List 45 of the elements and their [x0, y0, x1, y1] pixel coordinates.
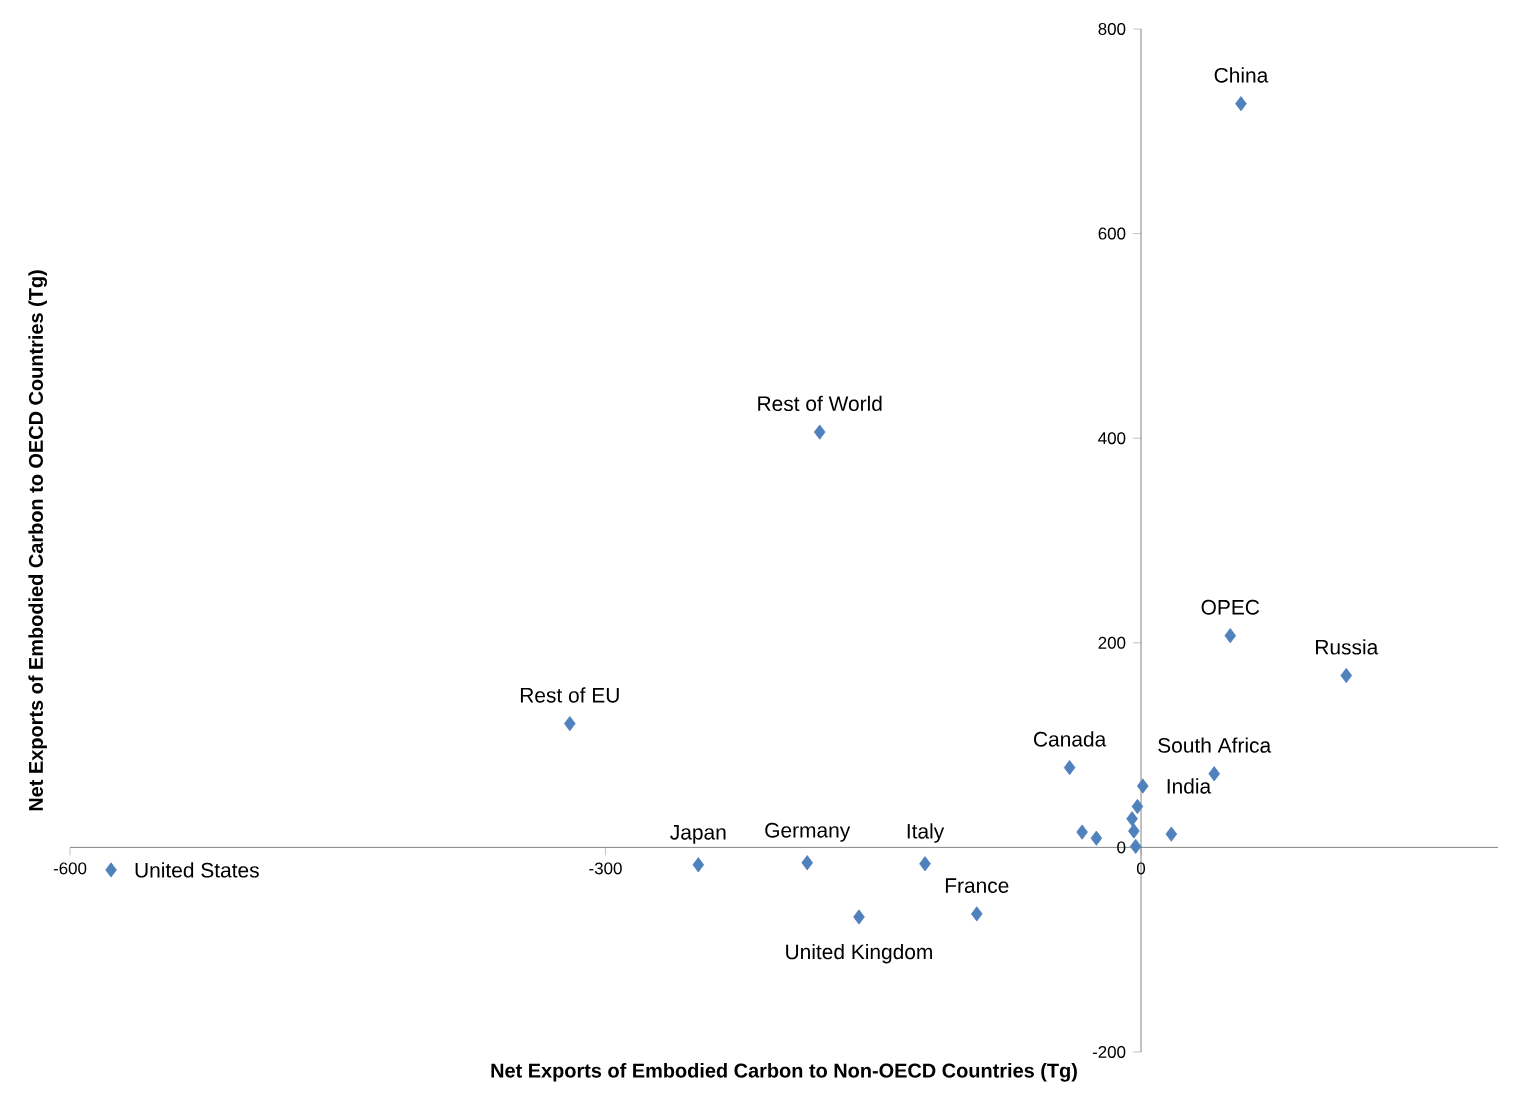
point — [564, 716, 576, 732]
annotation: France — [945, 878, 1009, 893]
point — [801, 855, 813, 871]
y-tick-label: 600 — [1098, 227, 1126, 240]
annotation: United Kingdom — [786, 943, 932, 964]
annotation: Japan — [670, 825, 726, 844]
point — [1340, 667, 1353, 684]
annotation: South Africa — [1158, 737, 1272, 753]
point — [692, 857, 705, 873]
point — [971, 906, 983, 922]
point — [1137, 778, 1149, 794]
x-tick-label: -300 — [589, 862, 622, 875]
annotation: China — [1214, 67, 1269, 83]
annotation: Rest of World — [758, 395, 882, 412]
point — [1063, 760, 1076, 776]
annotation: Italy — [907, 823, 945, 843]
point — [1126, 811, 1138, 827]
point — [1128, 823, 1140, 839]
point — [1076, 824, 1088, 840]
y-tick-label: 400 — [1098, 432, 1126, 445]
x-tick-label: 0 — [1136, 862, 1146, 875]
annotation: Russia — [1316, 639, 1379, 655]
annotation: India — [1167, 778, 1212, 794]
point — [813, 424, 826, 440]
annotation: Germany — [765, 822, 851, 842]
point — [1235, 96, 1247, 112]
annotation: Rest of EU — [520, 687, 619, 703]
point — [105, 862, 117, 878]
annotation: Canada — [1034, 731, 1107, 747]
x-tick-label: -600 — [53, 862, 87, 875]
annotation: OPEC — [1201, 599, 1260, 615]
point — [1224, 628, 1237, 644]
point — [1129, 838, 1142, 854]
y-axis-title: Net Exports of Embodied Carbon to OECD Countries (Tg) — [28, 270, 48, 811]
point — [853, 909, 865, 925]
y-tick-label: 0 — [1117, 841, 1126, 854]
point — [1165, 826, 1178, 842]
point — [1131, 798, 1144, 815]
point — [919, 856, 931, 872]
point — [1090, 830, 1103, 846]
annotation: United States — [135, 862, 259, 878]
y-tick-label: 800 — [1098, 23, 1126, 35]
y-tick-label: 200 — [1098, 636, 1126, 649]
x-axis-title: Net Exports of Embodied Carbon to Non-OECD Countries (Tg) — [491, 1063, 1077, 1082]
y-tick-label: -200 — [1092, 1046, 1126, 1058]
